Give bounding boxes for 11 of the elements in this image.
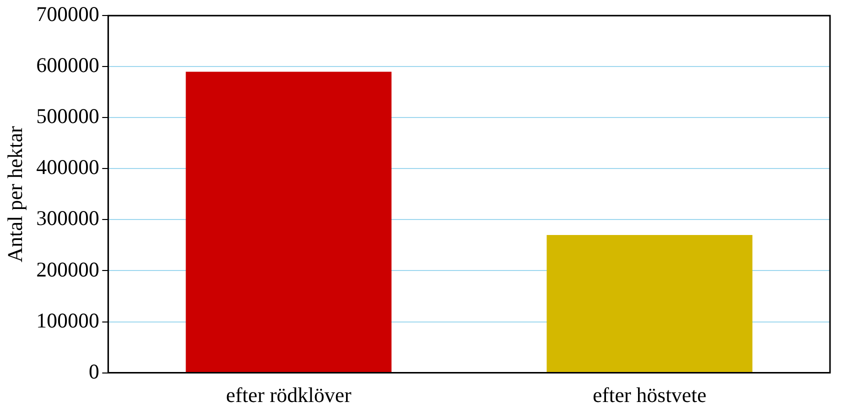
y-tick-label: 400000: [36, 155, 100, 180]
y-tick-label: 700000: [36, 2, 100, 26]
y-tick-label: 500000: [36, 104, 100, 128]
y-tick-label: 0: [88, 359, 100, 384]
y-tick-label: 600000: [36, 53, 100, 78]
x-tick-label: efter rödklöver: [226, 382, 352, 407]
y-axis-title: Antal per hektar: [3, 126, 28, 262]
y-tick-label: 200000: [36, 257, 100, 282]
y-tick-label: 100000: [36, 308, 100, 332]
x-tick-label: efter höstvete: [592, 382, 706, 407]
y-tick-label: 300000: [36, 206, 100, 230]
